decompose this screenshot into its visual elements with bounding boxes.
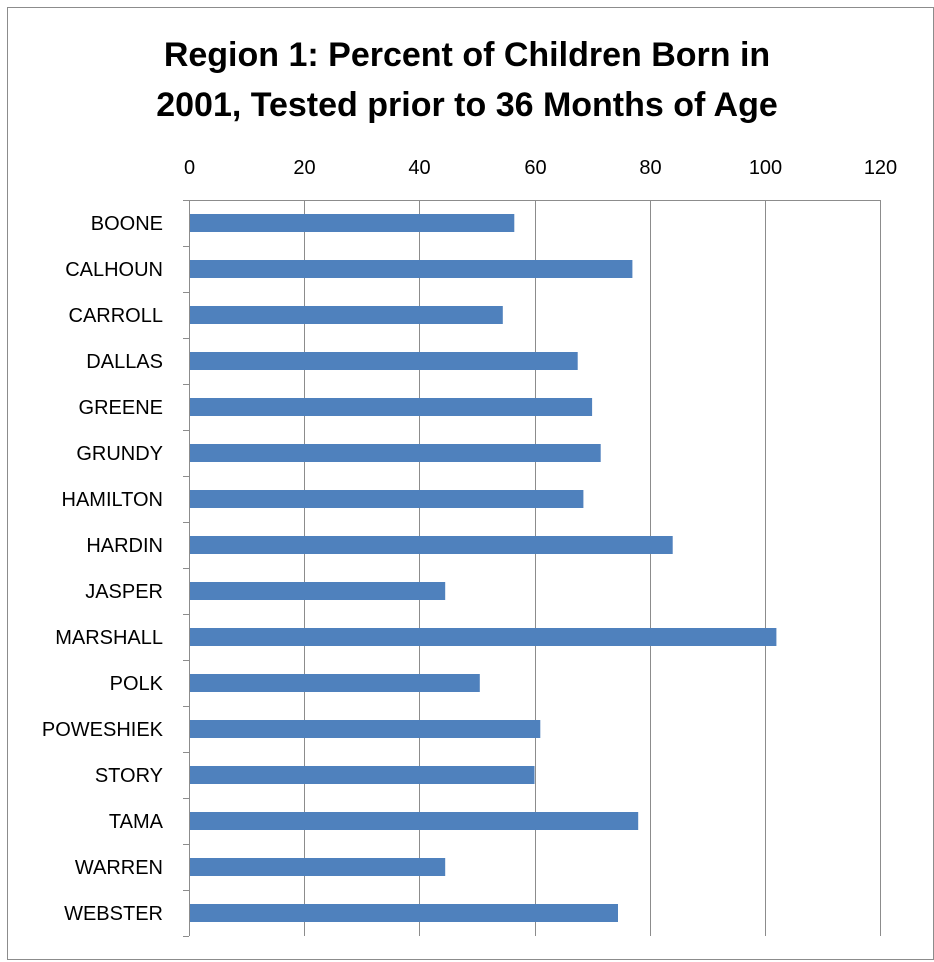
bar [190, 904, 618, 922]
bar [190, 490, 584, 508]
bars [190, 214, 777, 922]
y-category-label: POWESHIEK [42, 719, 164, 741]
x-tick-label: 40 [408, 157, 430, 179]
bar [190, 352, 578, 370]
x-tick-label: 20 [293, 157, 315, 179]
bar [190, 214, 515, 232]
x-tick-label: 0 [184, 157, 195, 179]
y-category-label: STORY [95, 765, 163, 787]
bar [190, 444, 601, 462]
bar [190, 766, 535, 784]
axes [183, 200, 880, 937]
bar [190, 674, 480, 692]
y-category-label: MARSHALL [55, 627, 163, 649]
x-tick-label: 100 [749, 157, 782, 179]
y-category-label: HAMILTON [62, 489, 164, 511]
y-category-label: DALLAS [86, 351, 163, 373]
y-category-label: WARREN [75, 857, 163, 879]
bar [190, 582, 446, 600]
x-tick-label: 120 [864, 157, 897, 179]
chart-title: Region 1: Percent of Children Born in 20… [0, 30, 934, 130]
bar [190, 858, 446, 876]
bar [190, 536, 673, 554]
bar [190, 260, 633, 278]
y-category-label: POLK [110, 673, 164, 695]
x-tick-label: 60 [524, 157, 546, 179]
x-tick-label: 80 [639, 157, 661, 179]
y-category-label: GRUNDY [76, 443, 163, 465]
y-category-label: WEBSTER [64, 903, 163, 925]
y-category-label: HARDIN [86, 535, 163, 557]
y-category-label: CALHOUN [65, 259, 163, 281]
tick-labels: 0 20 40 60 80 100 120 BOONE CALHOUN CARROLL DALLAS… [42, 157, 897, 925]
bar [190, 628, 777, 646]
bar [190, 398, 593, 416]
chart-title-line-1: Region 1: Percent of Children Born in [163, 36, 771, 74]
bar [190, 306, 503, 324]
y-category-label: BOONE [91, 213, 163, 235]
bar [190, 812, 639, 830]
y-category-label: CARROLL [69, 305, 163, 327]
chart-title-line-2: 2001, Tested prior to 36 Months of Age [156, 86, 778, 124]
y-category-label: GREENE [79, 397, 163, 419]
y-category-label: TAMA [109, 811, 164, 833]
y-category-label: JASPER [85, 581, 163, 603]
chart-frame [7, 7, 934, 960]
bar [190, 720, 541, 738]
